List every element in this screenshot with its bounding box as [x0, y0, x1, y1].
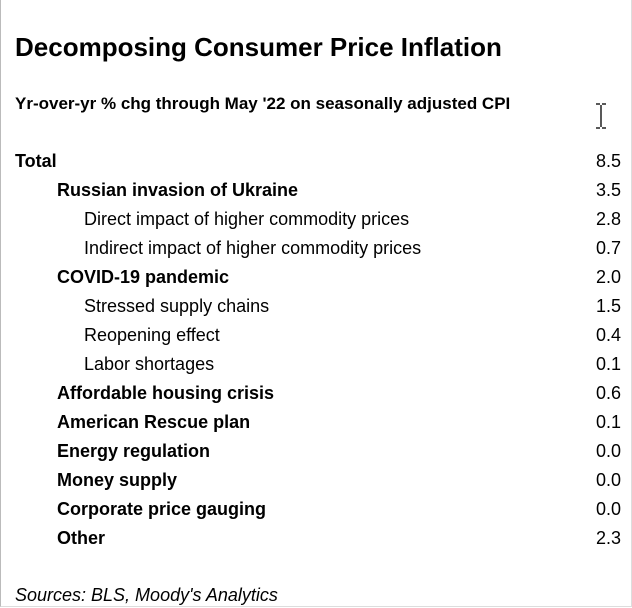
row-label: Indirect impact of higher commodity pric… [84, 238, 422, 258]
title: Decomposing Consumer Price Inflation [15, 32, 502, 62]
row-value: 0.7 [595, 238, 621, 258]
source-note: Sources: BLS, Moody's Analytics [15, 585, 278, 605]
row-value: 0.4 [595, 325, 621, 345]
row-value: 3.5 [595, 180, 621, 200]
row-label: Total [15, 151, 57, 171]
row-label: Money supply [57, 470, 178, 490]
row-value: 8.5 [595, 151, 621, 171]
row-label: Labor shortages [84, 354, 215, 374]
row-value: 0.6 [595, 383, 621, 403]
row-label: Russian invasion of Ukraine [57, 180, 299, 200]
row-value: 0.0 [595, 499, 621, 519]
row-value: 2.3 [595, 528, 621, 548]
row-value: 0.1 [595, 412, 621, 432]
row-label: Stressed supply chains [84, 296, 270, 316]
row-label: Corporate price gauging [57, 499, 267, 519]
row-value: 0.0 [595, 470, 621, 490]
row-value: 0.0 [595, 441, 621, 461]
row-value: 0.1 [595, 354, 621, 374]
row-value: 2.8 [595, 209, 621, 229]
row-label: COVID-19 pandemic [57, 267, 230, 287]
row-label: Direct impact of higher commodity prices [84, 209, 410, 229]
subtitle: Yr-over-yr % chg through May '22 on seas… [15, 94, 511, 113]
row-label: Energy regulation [57, 441, 211, 461]
text-cursor [596, 103, 606, 129]
row-label: Reopening effect [84, 325, 220, 345]
row-label: American Rescue plan [57, 412, 251, 432]
row-value: 1.5 [595, 296, 621, 316]
row-label: Affordable housing crisis [57, 383, 275, 403]
row-label: Other [57, 528, 106, 548]
row-value: 2.0 [595, 267, 621, 287]
